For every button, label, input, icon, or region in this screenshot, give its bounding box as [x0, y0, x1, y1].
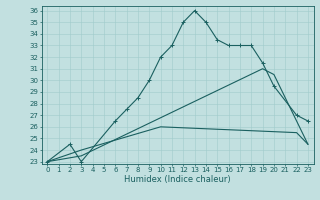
X-axis label: Humidex (Indice chaleur): Humidex (Indice chaleur): [124, 175, 231, 184]
